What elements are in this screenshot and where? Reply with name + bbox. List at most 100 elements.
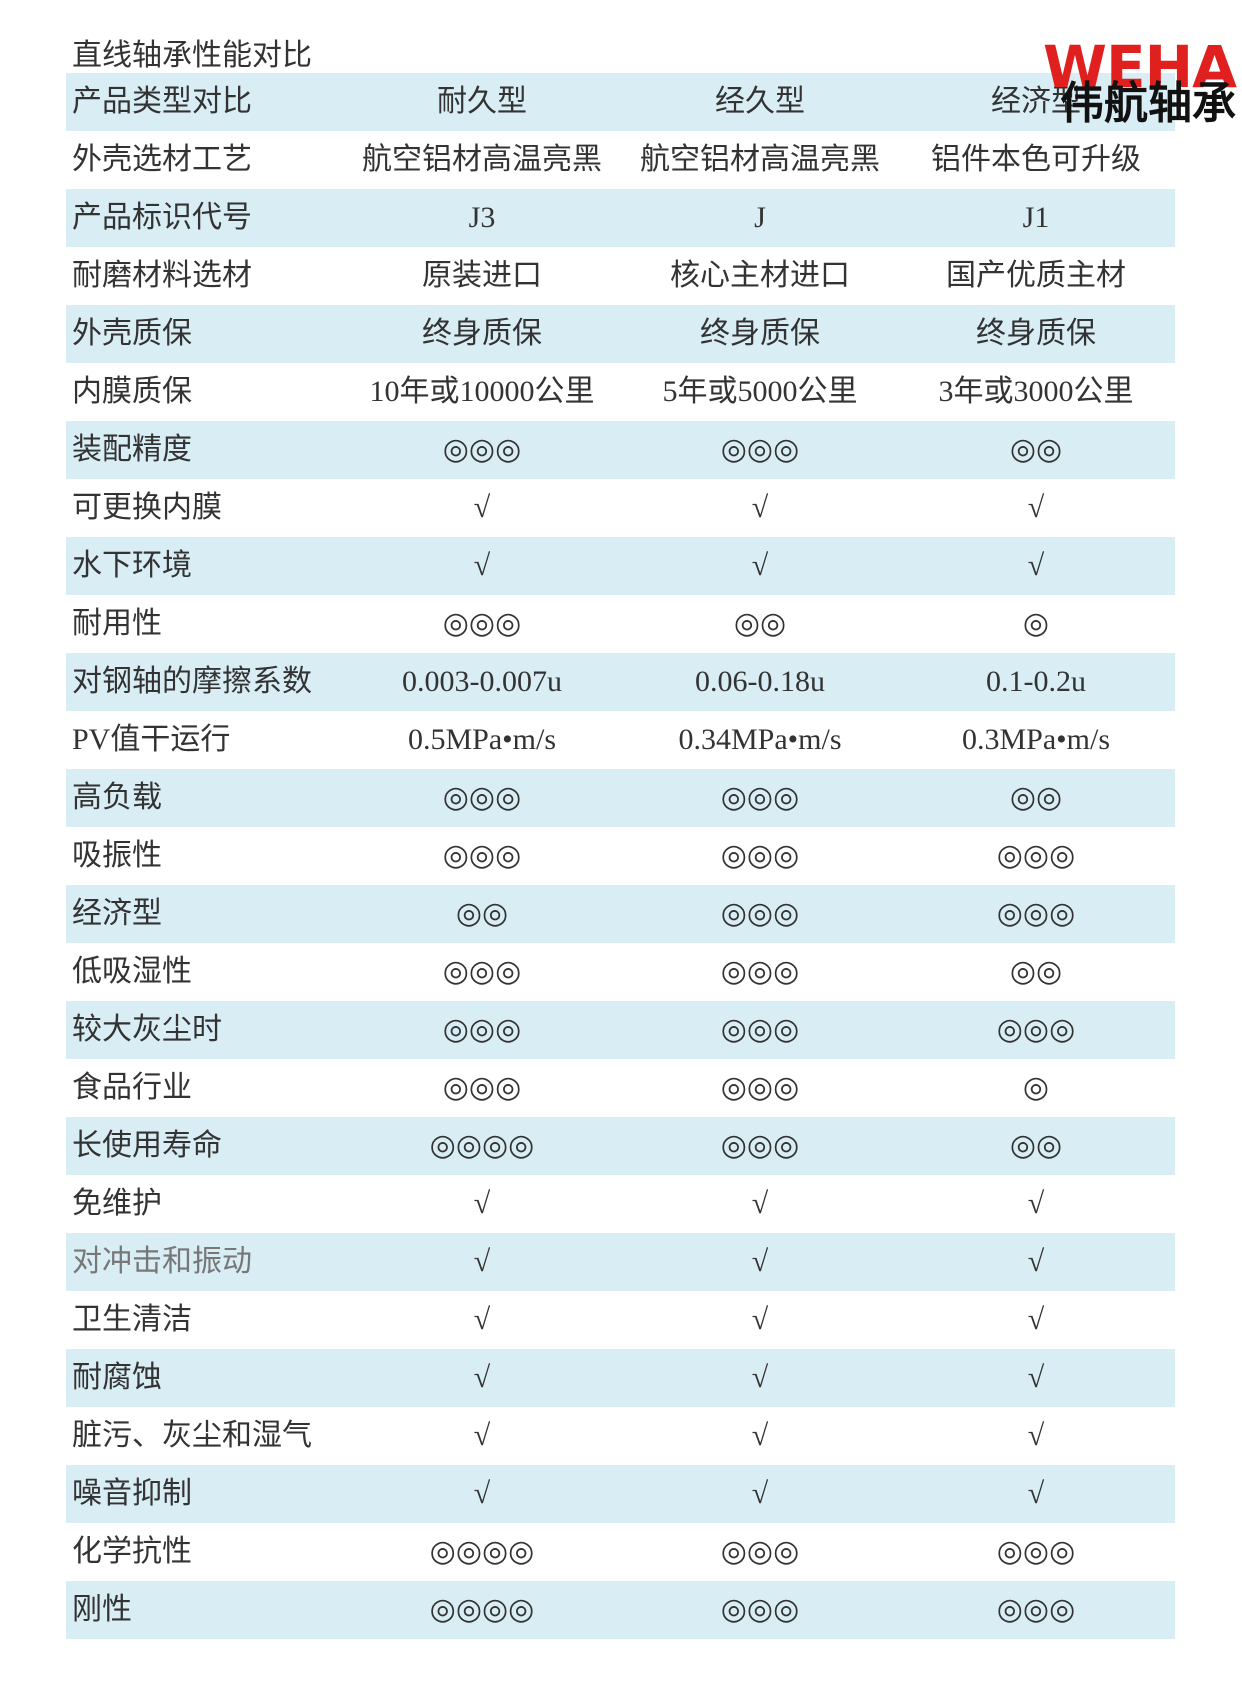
row-label: 免维护: [72, 1187, 162, 1220]
table-row: 低吸湿性 ◎◎◎ ◎◎◎ ◎◎: [66, 943, 1175, 1001]
cell: J3: [468, 201, 496, 234]
row-label: 较大灰尘时: [72, 1013, 222, 1046]
table-row: 食品行业 ◎◎◎ ◎◎◎ ◎: [66, 1059, 1175, 1117]
title: 直线轴承性能对比: [72, 39, 312, 72]
cell: √: [751, 491, 769, 524]
table-row: 可更换内膜 √ √ √: [66, 479, 1175, 537]
row-label: 经济型: [72, 897, 162, 930]
cell: √: [473, 491, 491, 524]
cell: 终身质保: [700, 317, 820, 350]
table-row: 水下环境 √ √ √: [66, 537, 1175, 595]
cell: ◎◎◎◎: [429, 1593, 535, 1626]
table-row: 内膜质保 10年或10000公里 5年或5000公里 3年或3000公里: [66, 363, 1175, 421]
table-row: 产品标识代号 J3 J J1: [66, 189, 1175, 247]
header-row: 产品类型对比 耐久型 经久型 经济型: [66, 73, 1175, 131]
cell: ◎◎◎: [442, 607, 522, 640]
cell: ◎◎: [455, 897, 509, 930]
table-row: 经济型 ◎◎ ◎◎◎ ◎◎◎: [66, 885, 1175, 943]
cell: ◎: [1022, 607, 1050, 640]
cell: 0.06-0.18u: [695, 665, 825, 698]
cell: J: [754, 201, 766, 234]
cell: 铝件本色可升级: [931, 143, 1141, 176]
row-label: 内膜质保: [72, 375, 192, 408]
cell: 10年或10000公里: [369, 375, 595, 408]
row-label: 卫生清洁: [72, 1303, 192, 1336]
row-label: 脏污、灰尘和湿气: [72, 1419, 312, 1452]
cell: √: [751, 1303, 769, 1336]
cell: √: [1027, 1303, 1045, 1336]
cell: ◎◎◎◎: [429, 1535, 535, 1568]
cell: 原装进口: [422, 259, 542, 292]
cell: ◎◎◎: [996, 1013, 1076, 1046]
cell: 5年或5000公里: [662, 375, 858, 408]
cell: 耐久型: [437, 85, 527, 118]
cell: √: [473, 1303, 491, 1336]
cell: √: [1027, 1187, 1045, 1220]
cell: √: [1027, 1419, 1045, 1452]
row-label: 产品类型对比: [72, 85, 252, 118]
row-label: 噪音抑制: [72, 1477, 192, 1510]
cell: ◎◎◎: [442, 1071, 522, 1104]
cell: 航空铝材高温亮黑: [362, 143, 602, 176]
row-label: 外壳质保: [72, 317, 192, 350]
cell: J1: [1022, 201, 1050, 234]
cell: √: [1027, 1361, 1045, 1394]
cell: √: [1027, 1245, 1045, 1278]
cell: ◎◎◎: [442, 955, 522, 988]
table-row: 吸振性 ◎◎◎ ◎◎◎ ◎◎◎: [66, 827, 1175, 885]
cell: 0.3MPa•m/s: [961, 723, 1111, 756]
row-label: 对钢轴的摩擦系数: [72, 665, 312, 698]
cell: ◎◎◎: [720, 839, 800, 872]
cell: 0.5MPa•m/s: [407, 723, 557, 756]
table-row: 对钢轴的摩擦系数 0.003-0.007u 0.06-0.18u 0.1-0.2u: [66, 653, 1175, 711]
table-row: 耐腐蚀 √ √ √: [66, 1349, 1175, 1407]
cell: ◎◎◎: [720, 781, 800, 814]
cell: ◎◎: [733, 607, 787, 640]
table-row: 外壳质保 终身质保 终身质保 终身质保: [66, 305, 1175, 363]
cell: √: [751, 1477, 769, 1510]
logo: WEHA 伟航轴承: [1043, 38, 1237, 126]
table-row: 装配精度 ◎◎◎ ◎◎◎ ◎◎: [66, 421, 1175, 479]
cell: √: [751, 1187, 769, 1220]
row-label: 化学抗性: [72, 1535, 192, 1568]
row-label: 产品标识代号: [72, 201, 252, 234]
row-label: 水下环境: [72, 549, 192, 582]
cell: ◎◎◎: [720, 897, 800, 930]
cell: ◎◎◎: [442, 781, 522, 814]
cell: √: [473, 1477, 491, 1510]
cell: ◎◎: [1009, 781, 1063, 814]
table-row: 化学抗性 ◎◎◎◎ ◎◎◎ ◎◎◎: [66, 1523, 1175, 1581]
cell: √: [751, 1245, 769, 1278]
table-row: 噪音抑制 √ √ √: [66, 1465, 1175, 1523]
cell: ◎◎: [1009, 1129, 1063, 1162]
cell: 航空铝材高温亮黑: [640, 143, 880, 176]
cell: 0.34MPa•m/s: [678, 723, 842, 756]
row-label: 高负载: [72, 781, 162, 814]
table-row: 较大灰尘时 ◎◎◎ ◎◎◎ ◎◎◎: [66, 1001, 1175, 1059]
cell: 国产优质主材: [946, 259, 1126, 292]
row-label: 耐磨材料选材: [72, 259, 252, 292]
cell: ◎: [1022, 1071, 1050, 1104]
table-row: 外壳选材工艺 航空铝材高温亮黑 航空铝材高温亮黑 铝件本色可升级: [66, 131, 1175, 189]
table-row: 刚性 ◎◎◎◎ ◎◎◎ ◎◎◎: [66, 1581, 1175, 1639]
cell: ◎◎◎◎: [429, 1129, 535, 1162]
cell: ◎◎◎: [442, 839, 522, 872]
row-label: 对冲击和振动: [72, 1245, 252, 1278]
cell: √: [473, 1419, 491, 1452]
table-row: 耐用性 ◎◎◎ ◎◎ ◎: [66, 595, 1175, 653]
cell: 经久型: [715, 85, 805, 118]
cell: 核心主材进口: [670, 259, 850, 292]
row-label: PV值干运行: [72, 723, 231, 756]
table-row: 耐磨材料选材 原装进口 核心主材进口 国产优质主材: [66, 247, 1175, 305]
cell: √: [473, 1245, 491, 1278]
cell: ◎◎◎: [996, 1593, 1076, 1626]
cell: √: [473, 1187, 491, 1220]
cell: 0.1-0.2u: [986, 665, 1086, 698]
cell: √: [751, 549, 769, 582]
table-row: 脏污、灰尘和湿气 √ √ √: [66, 1407, 1175, 1465]
cell: ◎◎◎: [720, 1071, 800, 1104]
cell: 0.003-0.007u: [402, 665, 562, 698]
cell: ◎◎◎: [996, 1535, 1076, 1568]
row-label: 食品行业: [72, 1071, 192, 1104]
